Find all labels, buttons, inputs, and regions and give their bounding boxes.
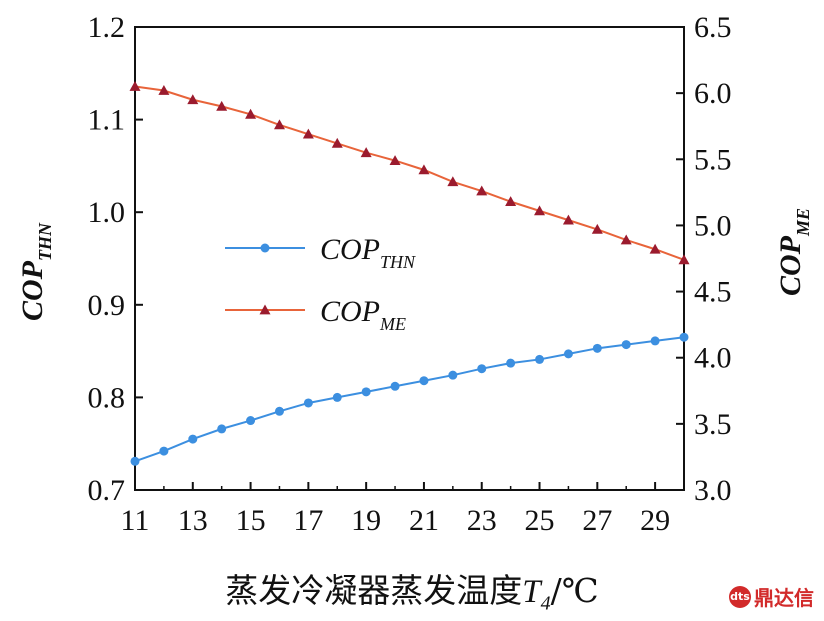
y-right-tick-label: 4.5 xyxy=(694,276,732,309)
point-COP_THN xyxy=(361,387,371,397)
y-left-tick-label: 0.8 xyxy=(88,381,126,414)
point-COP_ME xyxy=(678,254,690,265)
x-tick-label: 25 xyxy=(525,504,555,537)
y-right-tick-label: 6.5 xyxy=(694,11,732,44)
point-COP_THN xyxy=(188,434,198,444)
y-left-tick-label: 1.2 xyxy=(88,11,126,44)
point-COP_THN xyxy=(563,349,573,359)
watermark-logo-icon: dts xyxy=(729,585,751,608)
point-COP_THN xyxy=(650,336,660,346)
point-COP_THN xyxy=(217,424,227,434)
point-COP_THN xyxy=(159,446,169,456)
series-layer xyxy=(129,81,690,466)
point-COP_THN xyxy=(419,376,429,386)
point-COP_THN xyxy=(535,354,545,364)
point-COP_ME xyxy=(562,214,574,225)
y-left-tick-label: 1.0 xyxy=(88,196,126,229)
y-right-tick-label: 4.0 xyxy=(694,342,732,375)
point-COP_ME xyxy=(447,176,459,187)
point-COP_ME xyxy=(129,81,141,91)
point-COP_ME xyxy=(331,137,343,148)
x-axis-title: 蒸发冷凝器蒸发温度T4/℃ xyxy=(0,564,824,616)
point-COP_ME xyxy=(158,84,170,95)
point-COP_THN xyxy=(390,381,400,391)
x-tick-label: 15 xyxy=(236,504,266,537)
point-COP_THN xyxy=(621,340,631,350)
point-COP_THN xyxy=(246,416,256,426)
x-axis-title-suffix: /℃ xyxy=(550,571,599,610)
point-COP_THN xyxy=(303,398,313,408)
x-tick-label: 19 xyxy=(351,504,381,537)
x-tick-label: 13 xyxy=(178,504,208,537)
y-right-tick-label: 3.5 xyxy=(694,408,732,441)
x-tick-label: 11 xyxy=(121,504,150,537)
y-left-axis-title: COPTHN xyxy=(16,222,55,321)
x-axis-title-prefix: 蒸发冷凝器蒸发温度 xyxy=(225,571,523,610)
series-line-COP_ME xyxy=(134,85,685,261)
point-COP_ME xyxy=(360,147,372,158)
point-COP_THN xyxy=(592,343,602,353)
point-COP_ME xyxy=(620,234,632,245)
point-COP_ME xyxy=(187,94,199,105)
y-right-axis-title: COPME xyxy=(774,208,813,296)
y-left-tick-label: 0.7 xyxy=(88,474,126,507)
point-COP_THN xyxy=(274,406,284,416)
point-COP_ME xyxy=(418,164,430,175)
x-tick-label: 21 xyxy=(409,504,439,537)
point-COP_ME xyxy=(649,243,661,254)
point-COP_THN xyxy=(332,392,342,402)
point-COP_ME xyxy=(534,205,546,216)
point-COP_THN xyxy=(130,456,140,466)
y-right-tick-label: 5.5 xyxy=(694,143,732,176)
y-right-tick-label: 5.0 xyxy=(694,209,732,242)
point-COP_ME xyxy=(245,108,257,119)
axis-titles: COPTHN COPME xyxy=(16,208,813,321)
point-COP_ME xyxy=(273,119,285,130)
x-tick-label: 29 xyxy=(640,504,670,537)
point-COP_ME xyxy=(591,223,603,234)
y-left-tick-label: 1.1 xyxy=(88,104,126,137)
ticks: 11 13 15 17 19 21 23 25 27 29 0.7 0.8 0.9 1.0 1.1 1.2 3.… xyxy=(88,11,732,537)
point-COP_THN xyxy=(506,358,516,368)
legend-label-COP_THN: COPTHN xyxy=(320,233,416,272)
y-right-tick-label: 3.0 xyxy=(694,474,732,507)
point-COP_ME xyxy=(302,128,314,139)
point-COP_ME xyxy=(505,196,517,207)
x-tick-label: 23 xyxy=(467,504,497,537)
series-line-COP_THN xyxy=(134,336,685,463)
point-COP_THN xyxy=(679,332,689,342)
legend-marker-COP_THN xyxy=(260,243,270,253)
point-COP_ME xyxy=(389,155,401,166)
x-axis-title-sub: 4 xyxy=(540,592,551,615)
legend-label-COP_ME: COPME xyxy=(320,295,406,334)
x-axis-title-var: T xyxy=(522,574,541,610)
x-tick-label: 17 xyxy=(293,504,323,537)
legend-marker-COP_ME xyxy=(259,304,271,315)
y-left-tick-label: 0.9 xyxy=(88,289,126,322)
chart: 11 13 15 17 19 21 23 25 27 29 0.7 0.8 0.9 1.0 1.1 1.2 3.… xyxy=(16,11,813,537)
point-COP_ME xyxy=(476,185,488,196)
watermark-text: 鼎达信 xyxy=(754,586,814,610)
legend: COPTHN COPME xyxy=(225,233,416,334)
point-COP_ME xyxy=(216,100,228,111)
x-tick-label: 27 xyxy=(582,504,612,537)
y-right-tick-label: 6.0 xyxy=(694,77,732,110)
watermark: dts 鼎达信 xyxy=(729,582,814,611)
point-COP_THN xyxy=(477,364,487,374)
point-COP_THN xyxy=(448,370,458,380)
